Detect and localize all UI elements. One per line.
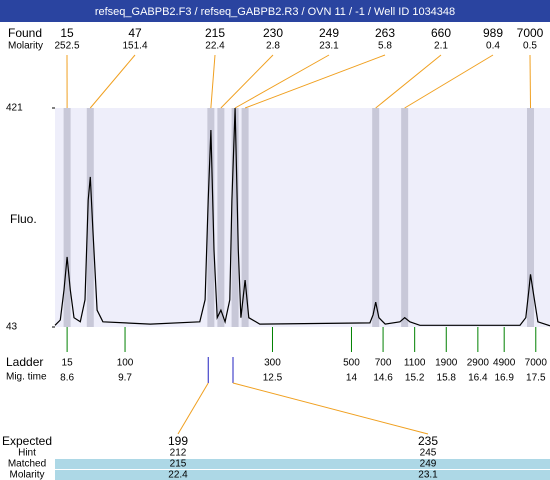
- found-size: 47: [128, 26, 142, 40]
- found-molarity: 23.1: [319, 41, 339, 52]
- trace: [54, 107, 550, 327]
- title: refseq_GABPB2.F3 / refseq_GABPB2.R3 / OV…: [95, 6, 455, 18]
- found-size: 989: [483, 26, 503, 40]
- hint-value: 212: [170, 448, 187, 459]
- ladder-label: Ladder: [6, 355, 43, 369]
- found-molarity: 2.8: [266, 41, 280, 52]
- ladder-time: 15.2: [405, 373, 425, 384]
- found-connector: [244, 54, 386, 109]
- ladder-time: 15.8: [437, 373, 457, 384]
- matched-value: 249: [420, 459, 437, 470]
- matched-value: 215: [170, 459, 187, 470]
- ladder-size: 15: [62, 358, 74, 369]
- ladder-size: 4900: [493, 358, 516, 369]
- expected-molarity: 22.4: [168, 470, 188, 480]
- ladder-time: 9.7: [118, 373, 132, 384]
- ladder-size: 300: [264, 358, 281, 369]
- ladder-size: 700: [375, 358, 392, 369]
- peak-band: [217, 108, 225, 327]
- mig-time-label: Mig. time: [6, 372, 47, 383]
- found-size: 660: [431, 26, 451, 40]
- peak-band: [527, 108, 535, 327]
- expected-value: 235: [418, 434, 438, 448]
- ladder-time: 17.5: [526, 373, 546, 384]
- ladder-time: 14.6: [373, 373, 393, 384]
- ladder-time: 16.4: [468, 373, 488, 384]
- y-tick-label: 421: [6, 103, 23, 114]
- expected-value: 199: [168, 434, 188, 448]
- ladder-size: 2900: [467, 358, 490, 369]
- found-molarity: 151.4: [122, 41, 147, 52]
- found-connector: [89, 54, 136, 109]
- found-connector: [220, 54, 274, 109]
- hint-label: Hint: [18, 448, 36, 459]
- expected-connector: [232, 382, 429, 435]
- found-connector: [210, 54, 216, 109]
- found-molarity: 5.8: [378, 41, 392, 52]
- expected-connector: [177, 382, 209, 435]
- molarity-row: [55, 470, 550, 480]
- ladder-size: 7000: [525, 358, 548, 369]
- expected-label: Expected: [2, 434, 52, 448]
- found-connector: [234, 54, 330, 109]
- plot-area: [55, 108, 550, 327]
- found-molarity: 22.4: [205, 41, 225, 52]
- found-connector: [404, 54, 494, 109]
- found-size: 7000: [517, 26, 544, 40]
- peak-band: [372, 108, 380, 327]
- peak-band: [241, 108, 249, 327]
- y-axis-label: Fluo.: [10, 212, 37, 226]
- peak-band: [63, 108, 71, 327]
- ladder-size: 100: [117, 358, 134, 369]
- expected-molarity: 23.1: [418, 470, 438, 480]
- ladder-time: 8.6: [60, 373, 74, 384]
- found-molarity: 2.1: [434, 41, 448, 52]
- found-size: 215: [205, 26, 225, 40]
- found-connector: [375, 54, 442, 109]
- y-tick-label: 43: [6, 322, 18, 333]
- ladder-time: 14: [346, 373, 358, 384]
- found-label: Found: [8, 26, 42, 40]
- hint-value: 245: [420, 448, 437, 459]
- ladder-size: 1100: [404, 358, 426, 369]
- ladder-time: 12.5: [263, 373, 283, 384]
- ladder-size: 500: [343, 358, 360, 369]
- peak-band: [231, 108, 239, 327]
- found-molarity: 252.5: [54, 41, 79, 52]
- ladder-time: 16.9: [494, 373, 514, 384]
- matched-row: [55, 459, 550, 469]
- matched-label: Matched: [8, 459, 46, 470]
- found-size: 249: [319, 26, 339, 40]
- expected-molarity-label: Molarity: [9, 470, 44, 480]
- ladder-size: 1900: [435, 358, 458, 369]
- found-size: 15: [60, 26, 74, 40]
- found-connector: [529, 54, 532, 109]
- found-size: 263: [375, 26, 395, 40]
- found-molarity: 0.4: [486, 41, 500, 52]
- title-bar: [0, 0, 550, 22]
- found-molarity: 0.5: [523, 41, 537, 52]
- molarity-label: Molarity: [8, 41, 43, 52]
- found-size: 230: [263, 26, 283, 40]
- peak-band: [401, 108, 409, 327]
- peak-band: [86, 108, 94, 327]
- peak-band: [207, 108, 215, 327]
